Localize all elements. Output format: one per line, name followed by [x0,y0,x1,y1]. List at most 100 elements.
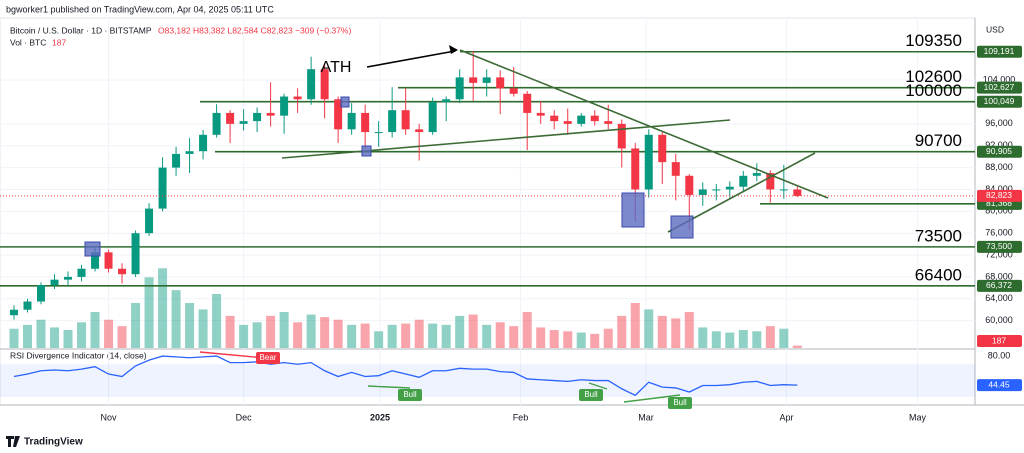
volume-bar [644,309,654,348]
x-tick-label: Mar [638,412,654,422]
level-tag-bg [977,45,1022,58]
volume-tag: 187 [992,335,1006,345]
volume-bar [617,315,627,348]
volume-bar [374,331,384,348]
candle-body [712,189,721,191]
y-tick-label: 72,000 [985,249,1013,259]
candle-body [118,268,127,275]
candle-body [469,77,478,83]
volume-bar [104,319,114,348]
candle-body [145,208,154,234]
candle-body [158,167,167,209]
level-tag: 102,627 [984,82,1015,92]
divergence-line [588,382,608,390]
volume-bar [482,324,492,348]
volume-bar [428,323,438,348]
candle-body [523,93,532,113]
volume-bar [347,324,357,348]
volume-bar [36,319,46,348]
candle-body [509,88,518,94]
volume-bar [468,314,478,348]
level-text: 90700 [915,131,962,150]
level-text: 73500 [915,226,962,245]
volume-bar [779,328,789,348]
candle-body [361,112,370,133]
candle-body [590,115,599,122]
x-tick-label: Nov [101,412,118,422]
volume-bar [225,315,235,348]
candle-body [496,77,505,89]
candle-body [10,309,18,316]
y-tick-label: 76,000 [985,228,1013,238]
level-tag: 73,500 [986,241,1012,251]
volume-bar [765,326,775,348]
volume-bar [455,315,465,348]
candle-body [482,77,491,83]
volume-bar [77,322,87,348]
candle-body [212,112,221,135]
candle-body [280,96,289,116]
level-tag-bg [977,279,1022,292]
rsi-tag: 44.45 [988,379,1010,389]
candle-body [91,252,100,269]
volume-bar [293,322,303,348]
volume-bar [360,323,370,348]
symbol: Bitcoin / U.S. Dollar · 1D · BITSTAMP [10,25,152,35]
volume-bar [171,290,181,348]
candle-body [307,69,316,100]
series-layer [0,20,975,405]
volume-bar [9,328,19,348]
volume-bar [252,322,262,348]
volume-bar [185,303,195,348]
level-text: 109350 [905,31,962,50]
candle-body [199,134,208,152]
rsi-header: RSI Divergence Indicator (14, close) [10,350,147,360]
candle-body [239,121,248,124]
volume-header: Vol · BTC [10,37,46,47]
volume-bar [522,312,532,348]
candle-body [347,112,356,130]
y-tick-label: 104,000 [983,75,1016,85]
volume-bar [603,328,613,348]
x-tick-label: Apr [780,412,794,422]
volume-bar [441,324,451,348]
ath-arrowhead [449,45,458,54]
candle-body [631,148,640,190]
box [84,241,101,257]
volume-bar [50,327,60,348]
trend-line [459,49,829,199]
candle-body [64,276,73,280]
candle-body [671,162,680,176]
level-tag-bg [977,95,1022,108]
candle-body [658,134,667,163]
volume-bar [198,309,208,348]
candle-body [455,77,464,100]
volume-bar [23,324,33,348]
candle-body [77,268,86,277]
volume-bar [792,345,802,348]
candle-body [428,102,437,133]
box [621,192,645,228]
volume-bar [509,326,519,348]
volume-bar [563,331,573,348]
volume-bar [590,333,600,348]
y-tick-label: 96,000 [985,118,1013,128]
volume-bar [117,326,127,348]
volume-bar [239,324,249,348]
candle-body [793,189,802,196]
y-tick-label: 84,000 [985,184,1013,194]
brand: TradingView [24,437,83,448]
candle-body [577,115,586,124]
x-tick-label: Feb [513,412,529,422]
annotation-badge [579,389,603,401]
volume-bar [212,294,222,348]
candle-body [550,115,559,122]
volume-bar [549,330,559,348]
last-price-tag-bg [977,189,1022,202]
volume-bar [711,331,721,348]
annotation: Bear [260,353,277,362]
candle-body [685,175,694,195]
level-tag: 66,372 [986,280,1012,290]
